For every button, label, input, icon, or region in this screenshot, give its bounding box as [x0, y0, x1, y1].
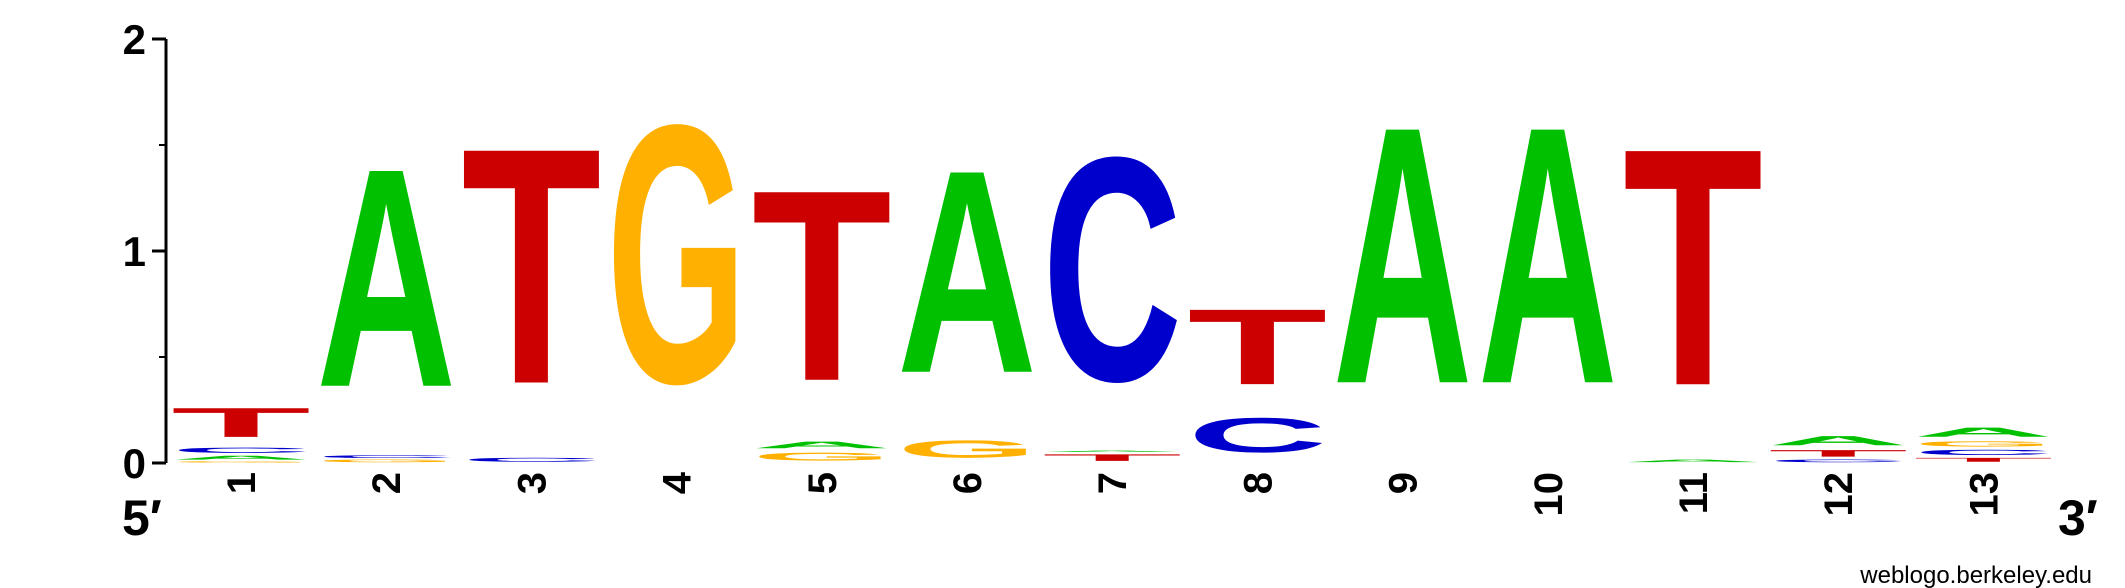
logo-letter-g: G — [171, 461, 311, 463]
five-prime-label: 5′ — [122, 490, 162, 546]
logo-letter-c: C — [316, 455, 456, 459]
position-label: 4 — [656, 471, 700, 494]
logo-letter-g: G — [897, 436, 1037, 463]
logo-letter-a: A — [1913, 425, 2053, 440]
position-label: 3 — [510, 472, 554, 494]
position-label: 2 — [365, 472, 409, 494]
logo-letter-a: A — [171, 455, 311, 461]
logo-letter-c: C — [1042, 92, 1182, 449]
logo-letter-g: G — [1913, 440, 2053, 448]
logo-letter-c: C — [461, 457, 601, 463]
logo-letter-t: T — [171, 399, 311, 446]
three-prime-label: 3′ — [2058, 490, 2098, 546]
logo-letter-t: T — [461, 78, 601, 455]
logo-letter-a: A — [752, 440, 892, 451]
logo-letter-t: T — [1187, 287, 1327, 407]
logo-letter-t: T — [752, 134, 892, 438]
position-label: 12 — [1817, 472, 1861, 517]
logo-letter-a: A — [1478, 51, 1618, 461]
logo-letter-a: A — [1333, 51, 1473, 461]
logo-letter-t: T — [1042, 452, 1182, 463]
position-labels: 1 2 3 4 5 6 7 8 9 10 11 12 13 — [220, 471, 2006, 516]
logo-letter-c: C — [1913, 448, 2053, 456]
logo-letter-g: G — [607, 47, 747, 460]
logo-letter-g: G — [316, 459, 456, 463]
position-label: 11 — [1672, 472, 1716, 514]
logo-letter-c: C — [1187, 408, 1327, 463]
logo-letter-t: T — [1913, 457, 2053, 463]
logo-letter-a: A — [1623, 459, 1763, 463]
logo-letter-c: C — [1768, 459, 1908, 463]
position-label: 7 — [1091, 472, 1135, 494]
logo-letter-t: T — [1768, 448, 1908, 459]
position-label: 9 — [1382, 472, 1426, 494]
logo-letter-a: A — [316, 105, 456, 453]
position-label: 5 — [801, 472, 845, 494]
position-label: 13 — [1962, 472, 2006, 517]
credit-text: weblogo.berkeley.edu — [1859, 562, 2092, 588]
y-tick-label: 2 — [123, 16, 146, 63]
position-label: 10 — [1527, 472, 1571, 517]
y-axis: 0 1 2 — [123, 16, 168, 487]
logo-letter-a: A — [1042, 450, 1182, 452]
logo-letter-a: A — [1768, 433, 1908, 448]
y-tick-label: 0 — [123, 440, 146, 487]
logo-letter-g: G — [752, 450, 892, 463]
position-label: 8 — [1236, 472, 1280, 494]
y-tick-label: 1 — [123, 228, 146, 275]
logo-letter-t: T — [1623, 78, 1763, 456]
logo-letter-c: C — [171, 446, 311, 454]
logo-letter-a: A — [897, 111, 1037, 434]
position-label: 1 — [220, 472, 264, 494]
position-label: 6 — [946, 472, 990, 494]
